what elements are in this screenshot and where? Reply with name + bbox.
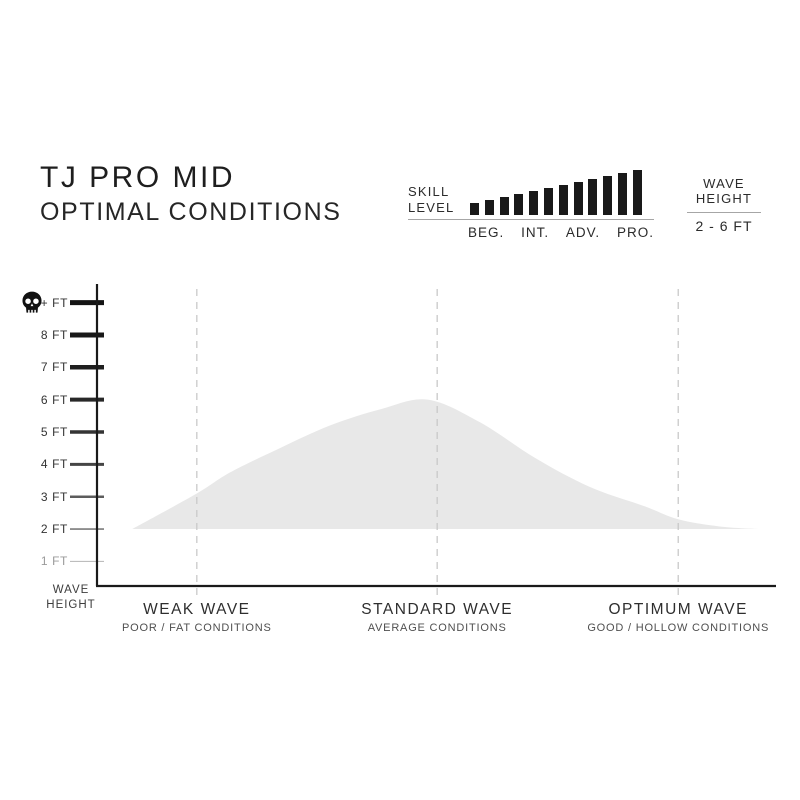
skill-level-indicator: SKILL LEVEL BEG. INT. ADV. PRO. <box>408 165 654 240</box>
category-title: WEAK WAVE <box>143 601 251 618</box>
skill-level-label: SKILL LEVEL <box>408 184 470 215</box>
category-title: STANDARD WAVE <box>361 601 514 618</box>
y-axis-title-line2: HEIGHT <box>46 598 96 611</box>
skill-level-tick-label: ADV. <box>565 225 601 240</box>
skull-icon <box>22 291 42 313</box>
skill-level-bar <box>529 191 539 215</box>
page-subtitle: OPTIMAL CONDITIONS <box>40 198 342 226</box>
y-axis-labels: + FT 8 FT 7 FT 6 FT 5 FT 4 FT 3 FT 2 FT 1 FT <box>28 0 68 640</box>
y-tick-label: 8 FT <box>40 327 68 342</box>
wave-label-line1: WAVE <box>703 176 745 191</box>
skill-level-bars <box>470 170 654 215</box>
category-subtitle: POOR / FAT CONDITIONS <box>121 622 272 634</box>
y-tick-label: 4 FT <box>40 457 68 472</box>
skill-level-tick-label: BEG. <box>468 225 505 240</box>
category-label-weak-wave: WEAK WAVE POOR / FAT CONDITIONS <box>67 601 327 634</box>
category-subtitle: GOOD / HOLLOW CONDITIONS <box>587 622 770 634</box>
y-tick-label: 5 FT <box>40 425 68 439</box>
skill-level-ticks: BEG. INT. ADV. PRO. <box>468 225 654 240</box>
category-title: OPTIMUM WAVE <box>608 601 748 618</box>
category-subtitle: AVERAGE CONDITIONS <box>367 622 507 634</box>
skill-level-scale: SKILL LEVEL <box>408 165 654 220</box>
header: TJ PRO MID OPTIMAL CONDITIONS <box>40 161 342 227</box>
y-tick-label: 7 FT <box>40 360 68 375</box>
skill-level-bar <box>543 188 553 215</box>
skill-level-bar <box>573 182 583 215</box>
skill-level-bar <box>499 197 509 215</box>
category-label-optimum-wave: OPTIMUM WAVE GOOD / HOLLOW CONDITIONS <box>548 601 800 634</box>
conditions-chart-plot <box>70 284 776 598</box>
y-axis-title: WAVE HEIGHT <box>33 583 109 613</box>
optimal-conditions-curve <box>132 399 758 529</box>
skill-level-bar <box>632 170 642 215</box>
y-tick-label: 3 FT <box>40 489 68 504</box>
wave-height-range-value: 2 - 6 FT <box>695 217 753 234</box>
wave-height-summary: WAVE HEIGHT 2 - 6 FT <box>687 176 761 234</box>
skill-level-bar <box>603 176 613 215</box>
skill-level-tick-label: INT. <box>521 225 550 240</box>
skill-level-tick-label: PRO. <box>616 225 654 240</box>
skill-level-bar <box>558 185 568 215</box>
wave-height-summary-label: WAVE HEIGHT <box>687 176 761 213</box>
y-tick-label: 2 FT <box>40 522 68 537</box>
skill-level-bar <box>470 203 479 215</box>
skill-level-bar <box>588 179 598 215</box>
skill-label-line1: SKILL <box>408 184 450 200</box>
skill-level-bar <box>514 194 524 215</box>
wave-label-line2: HEIGHT <box>695 191 753 207</box>
page-title: TJ PRO MID <box>40 161 235 194</box>
y-tick-label: + FT <box>40 295 68 310</box>
skill-level-bar <box>617 173 627 215</box>
y-tick-label: 6 FT <box>40 392 68 407</box>
skill-label-line2: LEVEL <box>408 199 455 215</box>
y-axis-title-line1: WAVE <box>52 584 90 596</box>
y-tick-label: 1 FT <box>40 554 68 569</box>
skill-level-bar <box>484 200 494 215</box>
category-label-standard-wave: STANDARD WAVE AVERAGE CONDITIONS <box>307 601 567 634</box>
